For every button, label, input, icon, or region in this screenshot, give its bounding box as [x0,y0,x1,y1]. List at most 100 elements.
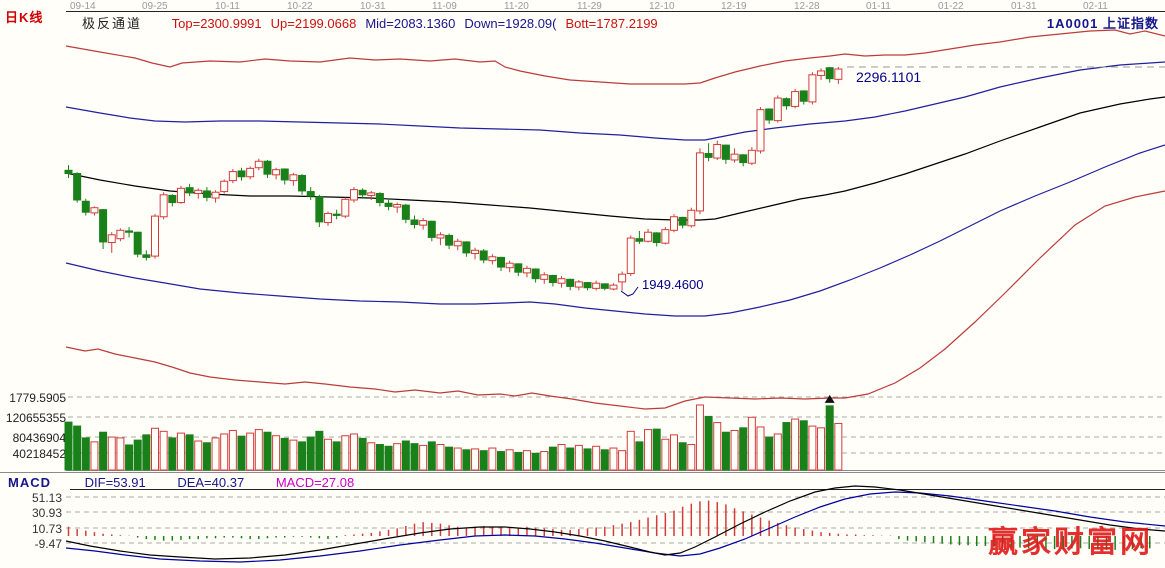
candlestick [159,194,168,218]
volume-bar [695,404,704,471]
candlestick [64,169,73,175]
volume-bar [505,449,514,471]
volume-bar [609,447,618,471]
volume-bar [773,433,782,471]
candlestick [497,256,505,268]
candlestick [695,152,704,212]
volume-bar [825,405,834,471]
header-divider [66,11,1165,12]
channel-name: 极反通道 [82,16,143,31]
candlestick [280,168,289,181]
candlestick [324,213,332,224]
candlestick [514,263,523,273]
volume-bar [600,449,609,471]
candlestick [298,174,307,192]
candlestick [263,160,272,175]
volume-bar [125,444,134,471]
candlestick [540,274,549,280]
volume-bar [817,427,826,471]
symbol-label[interactable]: 1A0001 上证指数 [1046,16,1159,31]
date-label: 01-31 [1011,1,1037,12]
candlestick [462,241,471,254]
kline-period-label[interactable]: 日K线 [5,10,44,25]
volume-axis-label-3: 40218452 [12,447,66,461]
candlestick [254,160,263,169]
candlestick [471,249,480,255]
volume-bar [618,450,627,471]
macd-title[interactable]: MACD [8,475,51,490]
volume-bar [497,451,505,471]
volume-bar [592,445,601,471]
volume-bar [280,437,289,471]
candlestick [574,281,583,288]
volume-bar [237,435,246,471]
volume-bar [644,429,653,471]
candlestick [246,167,255,178]
channel-value-2: Mid=2083.1360 [365,16,456,31]
volume-bar [635,441,644,471]
volume-bar [90,441,99,471]
candlestick [176,187,185,204]
candlestick [401,204,410,220]
macd-header-divider [70,489,1165,490]
candlestick [358,189,367,196]
macd-header: MACD DIF=53.91 DEA=40.37 MACD=27.08 [8,475,354,490]
candlestick [367,192,376,196]
candlestick [90,207,99,214]
candlestick [289,174,298,182]
candlestick [747,149,756,164]
date-label: 11-20 [504,1,529,12]
volume-axis-label-1: 120655355 [5,411,66,425]
volume-bar [99,431,108,471]
date-label: 12-28 [794,1,820,12]
volume-bar [298,441,307,471]
candlestick [419,220,428,226]
date-axis: 09-14 09-25 10-11 10-22 10-31 11-09 11-20 11-29… [0,1,1165,12]
candlestick [661,229,670,244]
volume-bar [263,431,272,471]
candlestick [687,209,696,227]
candlestick [107,234,116,244]
volume-bar [652,428,661,471]
candlestick [765,108,774,121]
candlestick [220,180,229,193]
volume-bar [548,446,557,471]
candlestick [116,229,125,240]
candlestick [704,153,713,158]
macd-dif-line [65,485,1165,560]
volume-bar [159,430,168,471]
volume-bar [358,437,367,471]
candlestick [773,97,782,122]
volume-bar [488,447,497,471]
candlestick [592,282,601,289]
volume-bar [514,451,523,471]
candlestick [133,231,142,255]
candlestick [479,250,488,261]
candlestick [393,203,402,208]
volume-bar [384,445,393,471]
candlestick [384,202,393,207]
candlestick [73,173,82,201]
volume-bar [721,431,730,471]
channel-line-top [65,29,1165,85]
candlestick [436,234,445,239]
volume-bar [522,450,531,471]
volume-axis-label-2: 80436904 [12,431,66,445]
date-label: 01-22 [938,1,964,12]
channel-line-bott [65,190,1165,410]
volume-bar [626,430,635,471]
volume-bar [176,432,185,471]
volume-peak-marker [824,394,835,403]
candlestick [445,234,454,246]
candlestick [721,144,730,160]
volume-bar [254,429,263,471]
candlestick [99,209,108,243]
volume-bar [185,434,194,471]
channel-line-down [65,144,1165,317]
candlestick [652,232,661,244]
candlestick [427,220,436,238]
volume-bar [531,452,540,471]
candlestick [202,190,211,198]
volume-bar [332,441,341,471]
